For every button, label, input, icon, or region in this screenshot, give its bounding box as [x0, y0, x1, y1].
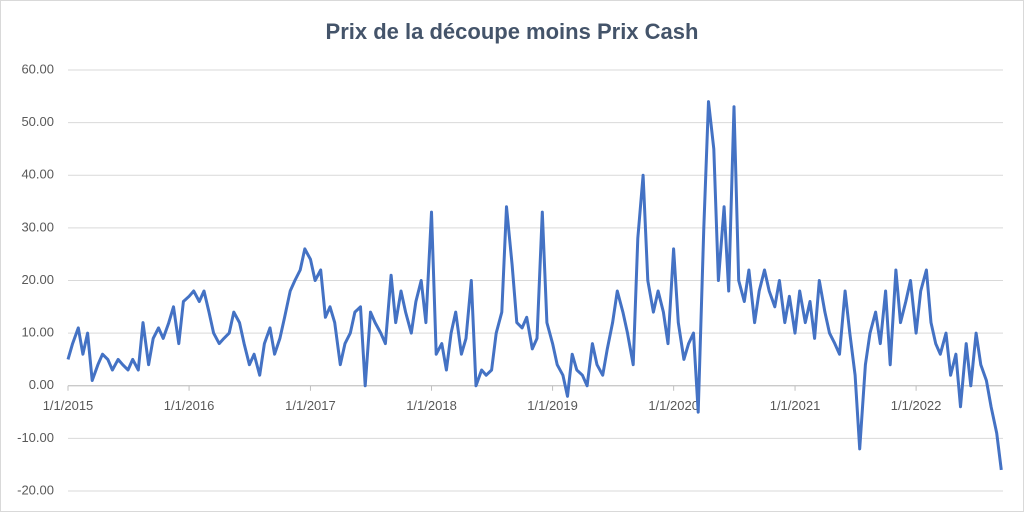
- x-tick-label: 1/1/2021: [770, 398, 821, 413]
- x-tick-label: 1/1/2017: [285, 398, 336, 413]
- y-tick-label: 40.00: [21, 167, 54, 182]
- x-tick-label: 1/1/2020: [648, 398, 699, 413]
- chart-title: Prix de la découpe moins Prix Cash: [326, 19, 699, 44]
- y-tick-label: 0.00: [29, 377, 54, 392]
- y-tick-label: 60.00: [21, 61, 54, 76]
- y-tick-label: 50.00: [21, 114, 54, 129]
- y-tick-label: 30.00: [21, 219, 54, 234]
- data-line: [66, 100, 1003, 471]
- x-tick-label: 1/1/2022: [891, 398, 942, 413]
- x-tick-label: 1/1/2016: [164, 398, 215, 413]
- y-tick-label: 20.00: [21, 272, 54, 287]
- y-tick-label: -20.00: [17, 482, 54, 497]
- x-tick-label: 1/1/2019: [527, 398, 578, 413]
- x-tick-label: 1/1/2015: [43, 398, 94, 413]
- y-tick-label: 10.00: [21, 325, 54, 340]
- x-tick-label: 1/1/2018: [406, 398, 457, 413]
- y-tick-label: -10.00: [17, 430, 54, 445]
